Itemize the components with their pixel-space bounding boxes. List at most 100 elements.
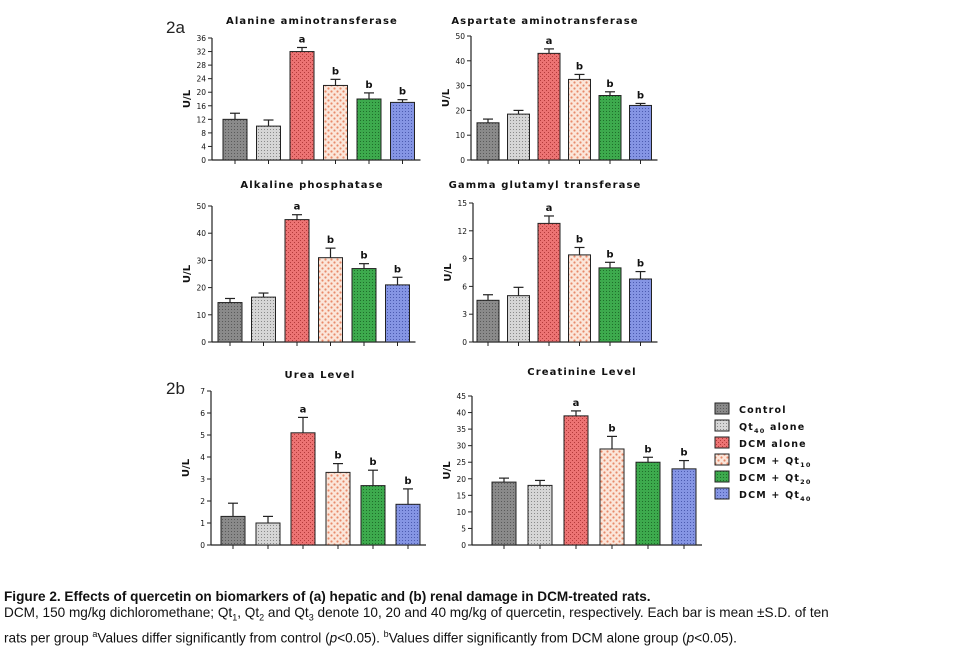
legend: Control Qt40 alone DCM alone DCM + Qt10 DCM … [714, 402, 812, 503]
significance-letter: b [394, 264, 401, 275]
y-axis-label: U/L [181, 458, 192, 477]
bar-dcm [537, 222, 561, 343]
bar-dcmqt10 [325, 471, 351, 546]
significance-letter: a [294, 202, 301, 213]
legend-swatch [714, 453, 730, 466]
y-axis-label: U/L [443, 263, 454, 282]
figure-caption: Figure 2. Effects of quercetin on biomar… [4, 589, 972, 646]
bar-dcmqt10 [599, 448, 625, 546]
caption-line-1: DCM, 150 mg/kg dichloromethane; Qt1, Qt2… [4, 605, 829, 623]
y-tick-label: 10 [196, 311, 206, 320]
bar-dcm [537, 52, 561, 161]
significance-letter: b [637, 259, 644, 270]
significance-letter: b [606, 79, 613, 90]
y-tick-label: 20 [196, 88, 206, 97]
legend-swatch [714, 402, 730, 415]
chart-panel-1: Alanine aminotransferase U/L 0 4 8 12 16 20 24 28… [182, 16, 421, 165]
y-axis-label: U/L [182, 89, 193, 108]
bar-dcmqt20 [635, 461, 661, 546]
y-tick-label: 35 [456, 425, 466, 434]
bar-dcmqt40 [629, 104, 652, 161]
chart-panel-4: Gamma glutamyl transferase U/L 0 3 6 9 12 15 a b b… [443, 180, 658, 347]
bar-qt40 [255, 522, 281, 546]
bar-qt40 [507, 113, 530, 161]
y-tick-label: 9 [462, 255, 467, 264]
chart-panel-3: Alkaline phosphatase U/L 0 10 20 30 40 50 a b b b [182, 180, 416, 347]
legend-item-dcm: DCM alone [714, 436, 806, 450]
bar-dcmqt40 [629, 278, 652, 343]
y-tick-label: 0 [460, 156, 465, 165]
bar-dcmqt40 [390, 101, 415, 161]
bar-dcmqt20 [598, 95, 622, 161]
y-tick-label: 2 [200, 497, 205, 506]
significance-letter: a [546, 203, 553, 214]
y-tick-label: 30 [196, 256, 206, 265]
y-tick-label: 1 [200, 519, 205, 528]
legend-swatch [714, 487, 730, 500]
bar-dcm [563, 415, 589, 546]
y-tick-label: 10 [455, 131, 465, 140]
y-tick-label: 30 [455, 82, 465, 91]
y-tick-label: 20 [196, 284, 206, 293]
y-tick-label: 0 [201, 156, 206, 165]
y-tick-label: 40 [455, 57, 465, 66]
panel-label-a: 2a [166, 18, 185, 37]
bar-dcm [284, 219, 310, 343]
legend-swatch [714, 436, 730, 449]
y-tick-label: 0 [201, 338, 206, 347]
y-axis-label: U/L [441, 88, 452, 107]
chart-title: Urea Level [285, 370, 356, 381]
significance-letter: b [404, 476, 411, 487]
chart-title: Alanine aminotransferase [226, 16, 398, 27]
legend-item-dcmqt20: DCM + Qt20 [714, 470, 812, 486]
y-tick-label: 45 [456, 392, 466, 401]
significance-letter: b [644, 444, 651, 455]
y-tick-label: 30 [456, 442, 466, 451]
y-tick-label: 28 [196, 61, 206, 70]
bar-dcmqt40 [671, 468, 697, 546]
y-tick-label: 50 [455, 32, 465, 41]
significance-letter: b [680, 448, 687, 459]
chart-panel-5: Urea Level U/L 0 1 2 3 4 5 6 7 a b b b [181, 370, 426, 550]
chart-title: Gamma glutamyl transferase [449, 180, 642, 191]
bar-dcmqt20 [351, 268, 377, 343]
y-tick-label: 16 [196, 102, 206, 111]
significance-letter: a [546, 36, 553, 47]
bar-qt40 [507, 295, 530, 343]
y-tick-label: 8 [201, 129, 206, 138]
panel-label-b: 2b [166, 379, 185, 398]
legend-label: Control [739, 405, 787, 416]
bar-dcmqt10 [323, 84, 348, 161]
y-tick-label: 20 [455, 106, 465, 115]
figure-canvas: Alanine aminotransferaseU/L0481216202428… [181, 16, 812, 550]
legend-label: DCM + Qt20 [739, 473, 812, 486]
y-tick-label: 0 [200, 541, 205, 550]
bar-control [476, 122, 500, 161]
bar-dcmqt10 [568, 78, 591, 161]
y-tick-label: 32 [196, 48, 206, 57]
y-tick-label: 6 [462, 282, 467, 291]
y-axis-label: U/L [182, 264, 193, 283]
y-tick-label: 40 [196, 229, 206, 238]
y-tick-label: 6 [200, 409, 205, 418]
legend-item-qt40: Qt40 alone [714, 419, 804, 435]
y-tick-label: 7 [200, 387, 205, 396]
bar-dcmqt10 [318, 257, 343, 343]
chart-panel-2: Aspartate aminotransferase U/L 0 10 20 30 40 50… [441, 16, 658, 165]
bar-qt40 [256, 125, 281, 161]
y-axis-label: U/L [442, 461, 453, 480]
legend-item-dcmqt10: DCM + Qt10 [714, 453, 810, 469]
significance-letter: b [365, 80, 372, 91]
y-tick-label: 4 [200, 453, 205, 462]
y-tick-label: 50 [196, 202, 206, 211]
bar-qt40 [251, 296, 276, 343]
bar-dcmqt40 [395, 503, 421, 546]
bar-control [217, 302, 243, 343]
bar-control [491, 481, 517, 546]
y-tick-label: 3 [462, 310, 467, 319]
y-tick-label: 4 [201, 142, 206, 151]
bar-control [220, 515, 246, 546]
bar-dcm [290, 432, 316, 546]
significance-letter: b [360, 251, 367, 262]
y-tick-label: 5 [461, 524, 466, 533]
